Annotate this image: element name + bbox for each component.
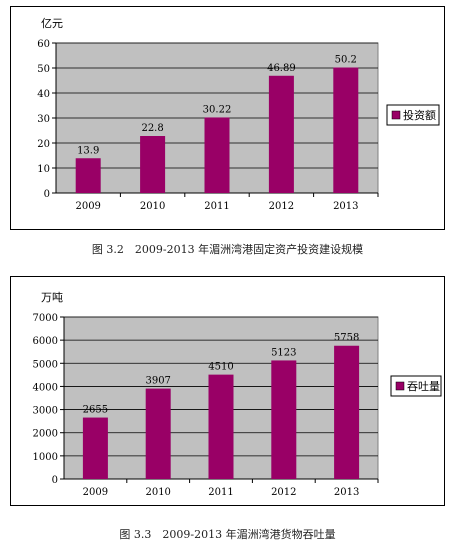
bar-2009 <box>82 417 108 479</box>
y-tick-label: 7000 <box>33 313 58 324</box>
x-tick-label: 2009 <box>83 487 108 498</box>
x-tick-label: 2010 <box>145 487 170 498</box>
y-tick-label: 6000 <box>33 336 58 347</box>
data-label: 22.8 <box>141 123 163 134</box>
data-label: 46.89 <box>267 63 296 74</box>
caption-throughput: 图 3.3 2009-2013 年湄洲湾港货物吞吐量 <box>119 528 336 541</box>
y-tick-label: 60 <box>37 39 50 50</box>
data-label: 50.2 <box>335 55 357 66</box>
x-tick-label: 2010 <box>140 201 165 212</box>
y-tick-label: 20 <box>37 139 50 150</box>
chart-throughput: 万吨 0 1000 2000 3000 4000 5000 6000 7000 2655 2009 3… <box>33 291 442 498</box>
x-tick-label: 2012 <box>269 201 294 212</box>
legend-box <box>386 104 440 126</box>
bar-2012 <box>271 360 297 479</box>
y-tick-label: 50 <box>37 64 50 75</box>
data-label: 4510 <box>208 362 233 373</box>
x-tick-label: 2009 <box>75 201 100 212</box>
data-label: 13.9 <box>77 145 99 156</box>
bar-2013 <box>333 67 359 193</box>
data-label: 5758 <box>334 333 359 344</box>
chart-frame-investment: 亿元 0 10 20 30 40 50 60 13.9 2009 22.8 2010 30.22 2011… <box>10 6 445 230</box>
legend-label: 吞吐量 <box>407 380 440 393</box>
bar-2009 <box>75 158 101 193</box>
y-tick-label: 30 <box>37 114 50 125</box>
y-axis-unit-label: 万吨 <box>41 291 63 304</box>
x-tick-label: 2011 <box>208 487 233 498</box>
y-tick-label: 1000 <box>33 452 58 463</box>
caption-investment: 图 3.2 2009-2013 年湄洲湾港固定资产投资建设规模 <box>91 243 364 256</box>
x-tick-label: 2011 <box>204 201 229 212</box>
data-label: 5123 <box>271 347 296 358</box>
bar-2011 <box>208 374 234 479</box>
legend-box <box>390 375 442 397</box>
bar-2010 <box>140 136 166 193</box>
chart-frame-throughput: 万吨 0 1000 2000 3000 4000 5000 6000 7000 2655 2009 3… <box>10 276 445 506</box>
legend-swatch <box>391 110 401 120</box>
y-tick-label: 0 <box>52 475 58 486</box>
legend-swatch <box>395 381 405 391</box>
data-label: 30.22 <box>203 104 232 115</box>
y-tick-label: 10 <box>37 164 50 175</box>
y-tick-label: 3000 <box>33 406 58 417</box>
y-tick-label: 2000 <box>33 429 58 440</box>
legend-label: 投资额 <box>403 108 436 122</box>
y-tick-label: 40 <box>37 89 50 100</box>
x-tick-label: 2013 <box>334 487 359 498</box>
y-tick-label: 0 <box>44 189 50 200</box>
bar-2012 <box>268 75 294 193</box>
data-label: 3907 <box>145 376 170 387</box>
x-tick-label: 2013 <box>333 201 358 212</box>
data-label: 2655 <box>83 405 108 416</box>
bar-2010 <box>145 388 171 479</box>
bar-2011 <box>204 117 230 193</box>
y-axis-unit-label: 亿元 <box>41 17 63 30</box>
chart-investment: 亿元 0 10 20 30 40 50 60 13.9 2009 22.8 2010 30.22 2011… <box>37 17 440 212</box>
x-tick-label: 2012 <box>271 487 296 498</box>
y-tick-label: 5000 <box>33 359 58 370</box>
y-tick-label: 4000 <box>33 382 58 393</box>
bar-2013 <box>334 345 360 479</box>
